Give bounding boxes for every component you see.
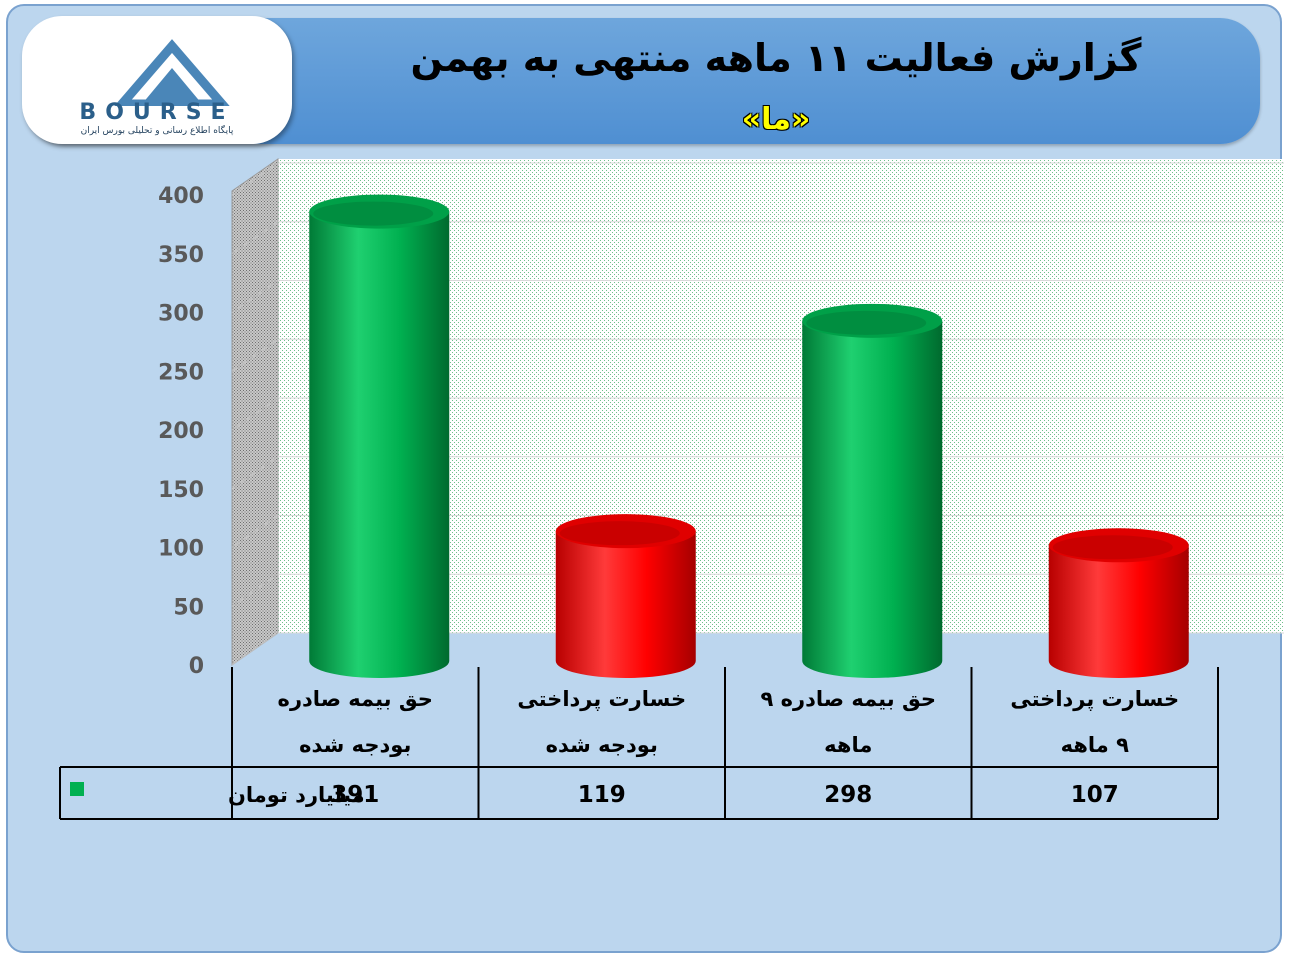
category-label: ۹ ماهه [1061,733,1130,757]
bar-top-shade [806,310,927,335]
category-label: خسارت پرداختی [1010,687,1179,711]
gridline-side [231,397,279,431]
logo-24-icon [114,39,230,106]
logo-tagline: پایگاه اطلاع رسانی و تحلیلی بورس ایران [80,126,234,136]
bar-body [1048,545,1189,678]
side-wall [231,158,279,666]
gridline-side [231,280,279,313]
data-table: حق بیمه صادره بودجه شده 391 خسارت پرداختی بو… [59,667,1219,820]
y-tick-label: 100 [158,537,204,562]
data-label: 391 [331,782,379,808]
bar-body [555,531,696,678]
data-label: 119 [578,782,626,808]
y-tick-label: 50 [173,595,204,620]
y-tick-label: 250 [158,360,204,385]
legend-swatch [70,782,84,796]
chart-title: گزارش فعالیت ۱۱ ماهه منتهی به بهمن [410,36,1142,80]
bar [309,194,450,678]
gridline-side [231,632,279,666]
data-label: 298 [824,782,872,808]
bar [555,514,696,678]
bar-top-shade [1052,535,1173,560]
y-tick-label: 150 [158,478,204,503]
gridline-side [231,162,279,196]
logo-text: BOURSE [79,100,235,125]
data-label: 107 [1071,782,1119,808]
y-axis: 0 50 100 150 200 250 300 350 400 [158,184,204,679]
gridline-side [231,456,279,490]
y-tick-label: 400 [158,184,204,209]
category-label: خسارت پرداختی [517,687,686,711]
category-label: بودجه شده [546,733,658,757]
chart-subtitle: «ما» [741,102,811,137]
category-label: بودجه شده [299,733,411,757]
legend-label: میلیارد تومان [228,783,365,807]
bar-top-shade [313,201,434,226]
bars [309,194,1189,678]
y-tick-label: 350 [158,243,204,268]
bar-body [802,320,943,678]
y-tick-label: 200 [158,419,204,444]
gridline-side [231,573,279,607]
bar [1048,528,1189,678]
bar [802,303,943,678]
category-label: حق بیمه صادره ۹ [760,687,936,711]
gridline-side [231,221,279,255]
bourse24-logo: BOURSE پایگاه اطلاع رسانی و تحلیلی بورس … [22,16,292,144]
gridline-side [231,515,279,548]
category-label: ماهه [824,733,872,757]
category-label: حق بیمه صادره [278,687,433,711]
gridline-side [231,338,279,372]
y-tick-label: 0 [189,654,204,679]
bar-top-shade [559,521,680,546]
y-tick-label: 300 [158,302,204,327]
bar-body [309,211,450,678]
